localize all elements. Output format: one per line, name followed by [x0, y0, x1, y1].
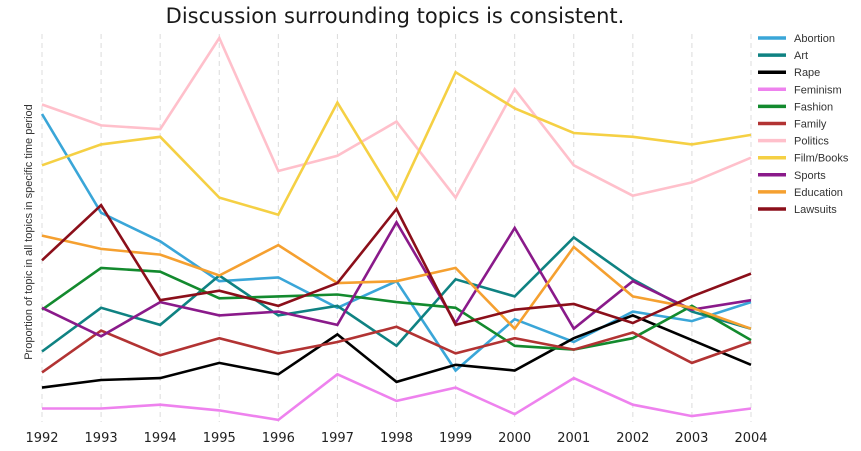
grid — [41, 34, 752, 422]
legend-label-art: Art — [794, 50, 808, 62]
series-line-fashion — [41, 266, 752, 351]
x-tick-label: 1999 — [439, 431, 472, 446]
legend-label-fashion: Fashion — [794, 101, 833, 113]
legend: Abortion Art Rape Feminism Fashion Family Poli… — [758, 33, 849, 216]
legend-label-family: Family — [794, 119, 827, 131]
x-tick-label: 1993 — [85, 431, 118, 446]
legend-label-film-books: Film/Books — [794, 153, 849, 165]
x-tick-label: 1994 — [144, 431, 177, 446]
x-tick-label: 2001 — [557, 431, 590, 446]
series-line-art — [41, 235, 752, 353]
chart-title: Discussion surrounding topics is consist… — [165, 4, 625, 28]
legend-label-rape: Rape — [794, 67, 820, 79]
series-line-film-books — [41, 70, 752, 217]
x-tick-label: 2000 — [498, 431, 531, 446]
series-line-feminism — [42, 372, 752, 422]
legend-label-sports: Sports — [794, 170, 826, 182]
series-lines — [40, 35, 752, 422]
legend-label-politics: Politics — [794, 136, 829, 148]
x-tick-label: 2002 — [616, 431, 649, 446]
legend-label-feminism: Feminism — [794, 84, 842, 96]
series-line-politics — [41, 35, 752, 200]
legend-label-abortion: Abortion — [794, 33, 835, 45]
series-line-rape — [41, 313, 752, 389]
x-tick-label: 1997 — [321, 431, 354, 446]
x-tick-label: 1995 — [203, 431, 236, 446]
x-tick-label: 1996 — [262, 431, 295, 446]
x-tick-label: 2004 — [734, 431, 767, 446]
series-line-family — [41, 325, 752, 374]
x-tick-label: 2003 — [675, 431, 708, 446]
legend-label-education: Education — [794, 187, 843, 199]
series-line-lawsuits — [41, 203, 752, 327]
legend-label-lawsuits: Lawsuits — [794, 204, 837, 216]
x-tick-label: 1998 — [380, 431, 413, 446]
x-tick-label: 1992 — [25, 431, 58, 446]
series-line-sports — [41, 219, 752, 338]
x-axis-ticks: 1992 1993 1994 1995 1996 1997 1998 1999 2000 2001… — [25, 431, 767, 446]
series-line-education — [41, 234, 752, 331]
